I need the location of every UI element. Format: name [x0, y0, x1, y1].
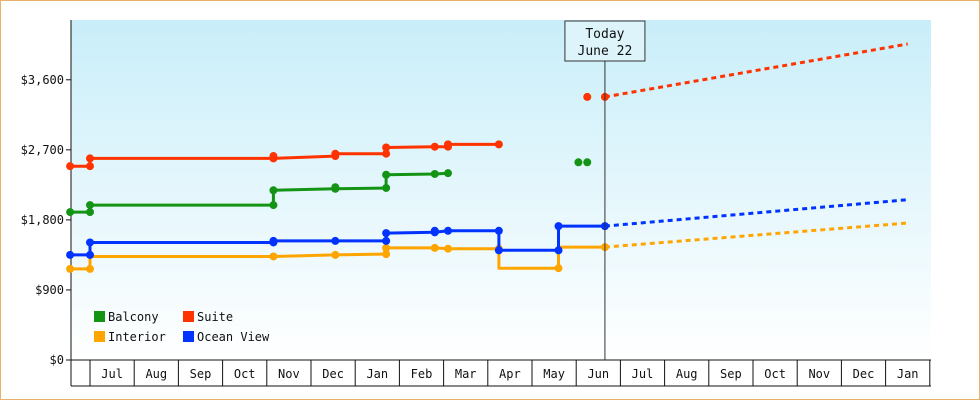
- x-month-label: Nov: [278, 367, 300, 381]
- y-tick-label: $0: [50, 353, 64, 367]
- y-tick-label: $2,700: [21, 143, 64, 157]
- x-month-label: Jan: [366, 367, 388, 381]
- data-point: [331, 236, 340, 245]
- legend-swatch: [94, 311, 105, 322]
- data-point: [86, 201, 94, 210]
- projection-line: [604, 221, 908, 249]
- x-month-label: Jul: [632, 367, 654, 381]
- series-suite: [66, 42, 908, 171]
- today-box: [564, 20, 646, 62]
- legend-label: Interior: [108, 330, 166, 344]
- data-point: [66, 250, 75, 259]
- data-point: [430, 169, 439, 178]
- x-month-label: Jun: [587, 367, 609, 381]
- legend-swatch: [94, 331, 105, 342]
- x-month-label: Jan: [897, 367, 919, 381]
- series-interior: [66, 221, 908, 273]
- data-point: [430, 243, 439, 252]
- data-point: [269, 252, 278, 261]
- series-balcony: [66, 158, 592, 217]
- x-month-label: Oct: [234, 367, 256, 381]
- data-point: [382, 236, 391, 245]
- y-tick-label: $900: [35, 283, 64, 297]
- data-point: [554, 222, 563, 231]
- data-point: [430, 142, 439, 151]
- data-point: [444, 140, 453, 149]
- data-point: [331, 183, 340, 192]
- x-month-label: Aug: [145, 367, 167, 381]
- series-line: [70, 245, 605, 271]
- data-point: [86, 154, 94, 163]
- data-point: [331, 149, 340, 158]
- projection-line: [604, 198, 908, 228]
- data-point: [86, 162, 94, 171]
- data-point: [86, 238, 94, 247]
- today-date: June 22: [578, 44, 633, 59]
- data-point: [269, 236, 278, 245]
- x-month-label: Mar: [455, 367, 477, 381]
- data-point: [494, 226, 503, 235]
- x-month-label: May: [543, 367, 565, 381]
- data-point: [583, 158, 592, 167]
- data-point: [66, 264, 75, 273]
- x-month-label: Nov: [808, 367, 830, 381]
- x-month-label: Oct: [764, 367, 786, 381]
- data-point: [382, 183, 391, 192]
- y-tick-label: $1,800: [21, 213, 64, 227]
- data-point: [382, 170, 391, 179]
- projection-line: [604, 42, 908, 99]
- legend-label: Suite: [197, 310, 233, 324]
- data-point: [66, 208, 75, 217]
- data-point: [86, 264, 94, 273]
- data-point: [66, 162, 75, 171]
- data-point: [444, 226, 453, 235]
- data-point: [554, 246, 563, 255]
- data-point: [554, 264, 563, 273]
- data-point: [444, 169, 453, 178]
- x-month-label: Apr: [499, 367, 521, 381]
- x-month-label: Aug: [676, 367, 698, 381]
- data-point: [269, 152, 278, 161]
- data-point: [382, 229, 391, 238]
- x-month-label: Jul: [101, 367, 123, 381]
- data-point: [444, 244, 453, 253]
- x-month-label: Sep: [190, 367, 212, 381]
- data-point: [382, 250, 391, 259]
- x-month-label: Dec: [853, 367, 875, 381]
- data-point: [331, 250, 340, 259]
- data-point: [269, 186, 278, 195]
- x-month-label: Dec: [322, 367, 344, 381]
- data-point: [86, 250, 94, 259]
- plot-background: [71, 20, 931, 360]
- data-point: [494, 246, 503, 255]
- data-point: [269, 201, 278, 210]
- legend-swatch: [183, 331, 194, 342]
- data-point: [382, 143, 391, 152]
- legend-swatch: [183, 311, 194, 322]
- data-point: [430, 226, 439, 235]
- x-month-label: Sep: [720, 367, 742, 381]
- legend-label: Balcony: [108, 310, 159, 324]
- data-point: [574, 158, 583, 167]
- x-month-label: Feb: [411, 367, 433, 381]
- data-point: [583, 92, 592, 101]
- data-point: [494, 140, 503, 149]
- today-label: Today: [585, 27, 624, 42]
- y-tick-label: $3,600: [21, 73, 64, 87]
- legend: Balcony Suite Interior Ocean View: [94, 310, 270, 344]
- data-point: [86, 208, 94, 217]
- data-point: [382, 149, 391, 158]
- legend-label: Ocean View: [197, 330, 270, 344]
- data-point: [382, 243, 391, 252]
